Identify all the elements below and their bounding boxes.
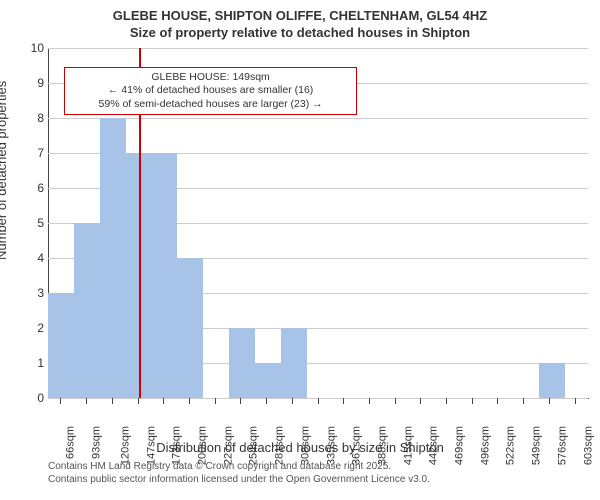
x-tick-label: 576sqm — [556, 426, 568, 465]
y-tick-label: 5 — [37, 216, 44, 230]
callout-line-2: ← 41% of detached houses are smaller (16… — [70, 84, 351, 97]
gridline — [48, 48, 588, 49]
x-tick — [189, 398, 190, 404]
x-tick-label: 603sqm — [582, 426, 594, 465]
x-tick-label: 549sqm — [530, 426, 542, 465]
x-tick — [240, 398, 241, 404]
y-tick-label: 9 — [37, 76, 44, 90]
histogram-plot: 01234567891066sqm93sqm120sqm147sqm173sqm… — [48, 48, 588, 398]
y-tick-label: 8 — [37, 111, 44, 125]
histogram-bar — [48, 293, 74, 398]
x-tick — [318, 398, 319, 404]
x-tick-label: 469sqm — [454, 426, 466, 465]
x-tick — [138, 398, 139, 404]
x-tick — [112, 398, 113, 404]
x-tick — [523, 398, 524, 404]
x-tick — [163, 398, 164, 404]
y-tick-label: 0 — [37, 391, 44, 405]
x-tick — [575, 398, 576, 404]
histogram-bar — [151, 153, 177, 398]
x-tick — [420, 398, 421, 404]
x-tick-label: 522sqm — [505, 426, 517, 465]
x-tick — [343, 398, 344, 404]
x-tick — [446, 398, 447, 404]
x-tick — [86, 398, 87, 404]
x-tick-label: 93sqm — [91, 426, 103, 459]
y-tick-label: 2 — [37, 321, 44, 335]
x-tick — [497, 398, 498, 404]
chart-title-sub: Size of property relative to detached ho… — [0, 25, 600, 40]
histogram-bar — [255, 363, 281, 398]
marker-callout: GLEBE HOUSE: 149sqm← 41% of detached hou… — [64, 67, 357, 114]
y-axis-label: Number of detached properties — [0, 81, 9, 260]
x-tick — [266, 398, 267, 404]
histogram-bar — [100, 118, 126, 398]
y-tick-label: 10 — [31, 41, 44, 55]
footer-attribution: Contains HM Land Registry data © Crown c… — [48, 460, 430, 486]
footer-line-1: Contains HM Land Registry data © Crown c… — [48, 460, 430, 473]
x-tick-label: 66sqm — [65, 426, 77, 459]
gridline — [48, 118, 588, 119]
histogram-bar — [539, 363, 565, 398]
x-tick — [60, 398, 61, 404]
y-tick-label: 1 — [37, 356, 44, 370]
callout-line-3: 59% of semi-detached houses are larger (… — [70, 98, 351, 111]
histogram-bar — [177, 258, 203, 398]
histogram-bar — [229, 328, 255, 398]
y-tick-label: 7 — [37, 146, 44, 160]
histogram-bar — [74, 223, 100, 398]
footer-line-2: Contains public sector information licen… — [48, 473, 430, 486]
x-tick — [472, 398, 473, 404]
histogram-bar — [281, 328, 307, 398]
x-tick-label: 496sqm — [480, 426, 492, 465]
x-tick — [369, 398, 370, 404]
chart-title-main: GLEBE HOUSE, SHIPTON OLIFFE, CHELTENHAM,… — [0, 8, 600, 23]
x-tick — [549, 398, 550, 404]
y-tick-label: 6 — [37, 181, 44, 195]
y-tick-label: 3 — [37, 286, 44, 300]
callout-line-1: GLEBE HOUSE: 149sqm — [70, 71, 351, 84]
x-tick — [395, 398, 396, 404]
y-tick-label: 4 — [37, 251, 44, 265]
x-tick — [215, 398, 216, 404]
x-tick — [292, 398, 293, 404]
